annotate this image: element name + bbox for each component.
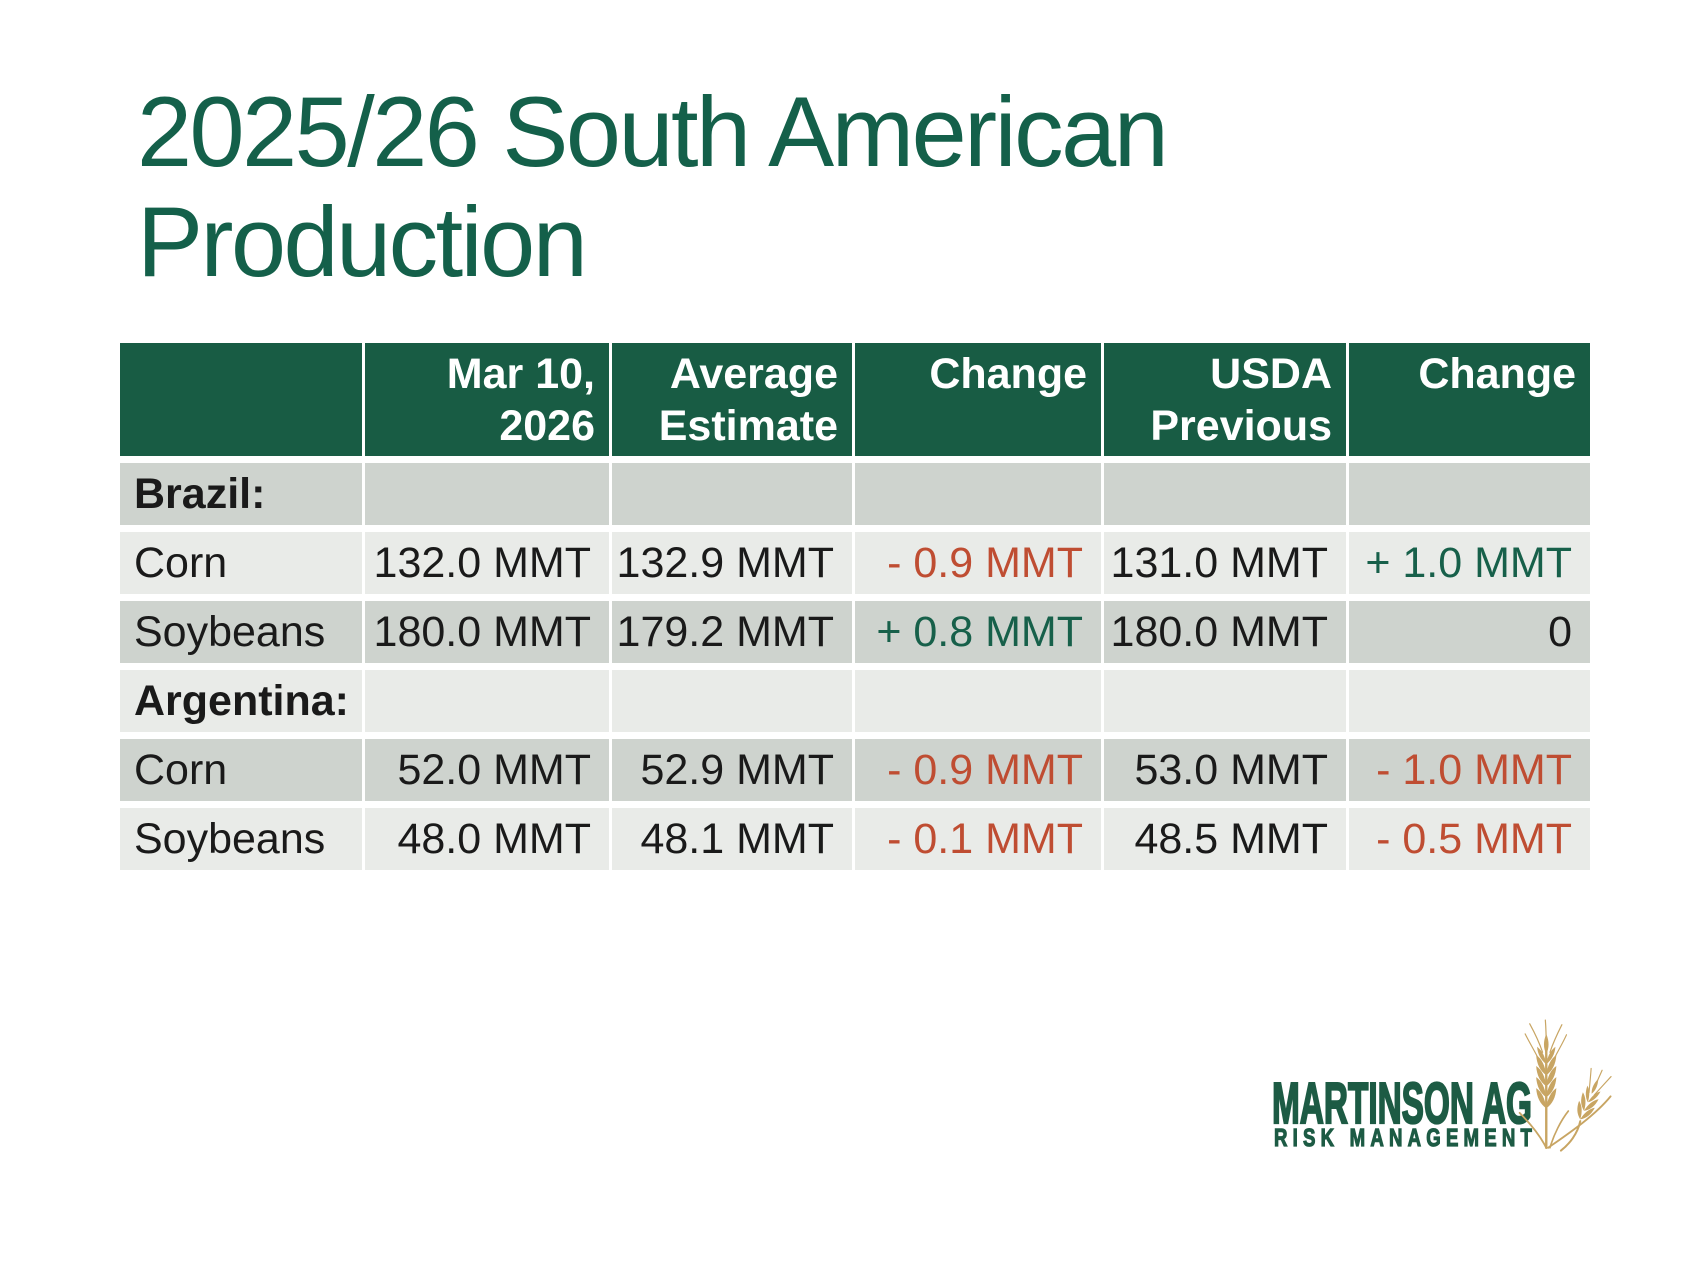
svg-text:RISK MANAGEMENT: RISK MANAGEMENT xyxy=(1274,1124,1537,1152)
svg-text:MARTINSON AG: MARTINSON AG xyxy=(1272,1071,1532,1136)
